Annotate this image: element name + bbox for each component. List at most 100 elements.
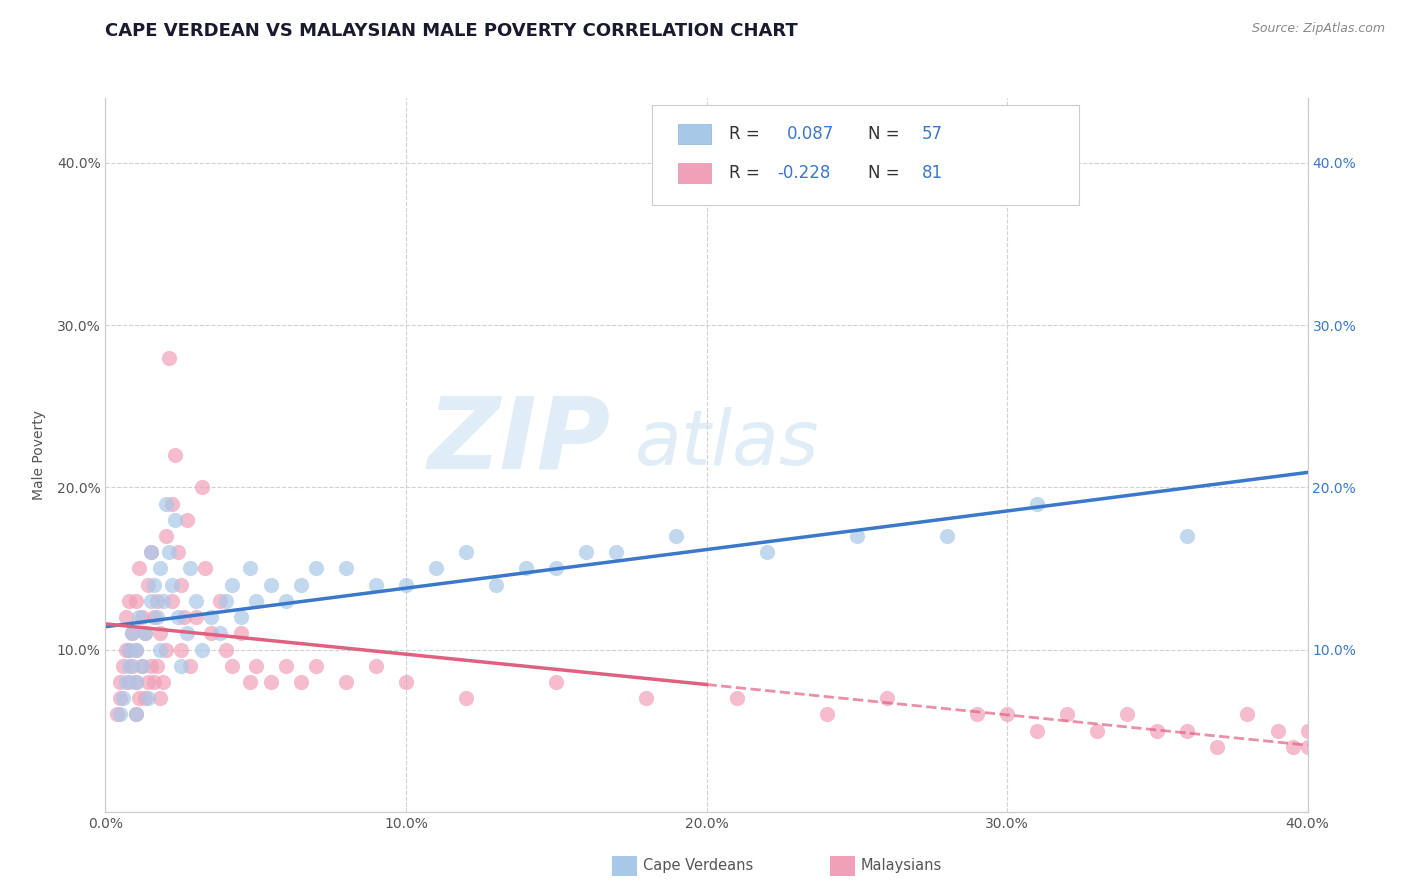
Point [131, 658, 153, 673]
Point [575, 545, 598, 559]
Point [755, 545, 778, 559]
Point [546, 561, 568, 575]
Point [169, 642, 191, 657]
Text: Cape Verdeans: Cape Verdeans [643, 858, 752, 872]
Point [139, 545, 162, 559]
Point [208, 626, 231, 640]
Point [139, 594, 162, 608]
Point [160, 594, 183, 608]
Point [876, 691, 898, 706]
Point [136, 691, 159, 706]
Point [115, 642, 138, 657]
Point [725, 691, 748, 706]
Point [163, 513, 186, 527]
Point [239, 675, 262, 690]
Point [169, 577, 191, 591]
Text: N =: N = [868, 164, 904, 182]
Point [636, 691, 658, 706]
Point [214, 642, 236, 657]
Point [166, 610, 188, 624]
Point [190, 480, 212, 494]
Point [1281, 739, 1303, 754]
Point [112, 658, 135, 673]
Point [229, 626, 252, 640]
Point [1296, 723, 1319, 738]
Point [815, 707, 838, 722]
Point [124, 707, 146, 722]
Point [274, 658, 297, 673]
Point [148, 561, 170, 575]
Point [1175, 529, 1198, 543]
Text: N =: N = [868, 125, 904, 143]
Point [128, 691, 150, 706]
Point [152, 594, 174, 608]
Point [179, 658, 201, 673]
Point [124, 642, 146, 657]
Point [142, 675, 165, 690]
Point [134, 691, 156, 706]
Point [1056, 707, 1078, 722]
Point [136, 675, 159, 690]
Point [305, 561, 328, 575]
Text: -0.228: -0.228 [778, 164, 831, 182]
Point [454, 691, 477, 706]
Text: R =: R = [730, 164, 765, 182]
Point [200, 610, 222, 624]
Point [1026, 723, 1049, 738]
Point [364, 577, 387, 591]
Point [124, 675, 146, 690]
Point [128, 561, 150, 575]
Point [131, 610, 153, 624]
Point [395, 577, 418, 591]
Point [229, 610, 252, 624]
Point [194, 561, 217, 575]
Point [142, 577, 165, 591]
Point [115, 675, 138, 690]
Point [124, 594, 146, 608]
Point [176, 513, 198, 527]
Point [173, 610, 195, 624]
Point [395, 675, 418, 690]
Point [1296, 739, 1319, 754]
Point [124, 707, 146, 722]
Point [208, 594, 231, 608]
Point [139, 545, 162, 559]
Point [335, 675, 357, 690]
Point [245, 594, 267, 608]
Point [239, 561, 262, 575]
Point [845, 529, 868, 543]
Text: CAPE VERDEAN VS MALAYSIAN MALE POVERTY CORRELATION CHART: CAPE VERDEAN VS MALAYSIAN MALE POVERTY C… [105, 22, 799, 40]
Point [110, 691, 132, 706]
Point [107, 707, 129, 722]
Point [139, 658, 162, 673]
Point [305, 658, 328, 673]
Point [148, 691, 170, 706]
Point [260, 577, 283, 591]
Point [152, 675, 174, 690]
Point [134, 626, 156, 640]
Point [148, 642, 170, 657]
Point [145, 594, 167, 608]
Point [290, 675, 312, 690]
Point [121, 626, 143, 640]
Point [1267, 723, 1289, 738]
Point [221, 658, 243, 673]
Point [214, 594, 236, 608]
Point [128, 610, 150, 624]
Point [605, 545, 627, 559]
Point [260, 675, 283, 690]
Point [1085, 723, 1108, 738]
Point [184, 594, 207, 608]
Point [118, 642, 141, 657]
Point [1175, 723, 1198, 738]
Point [665, 529, 688, 543]
Text: Source: ZipAtlas.com: Source: ZipAtlas.com [1251, 22, 1385, 36]
Y-axis label: Male Poverty: Male Poverty [31, 410, 45, 500]
FancyBboxPatch shape [678, 163, 711, 183]
Point [131, 658, 153, 673]
Point [121, 626, 143, 640]
Text: 0.087: 0.087 [787, 125, 834, 143]
Point [1236, 707, 1258, 722]
Point [290, 577, 312, 591]
Point [179, 561, 201, 575]
